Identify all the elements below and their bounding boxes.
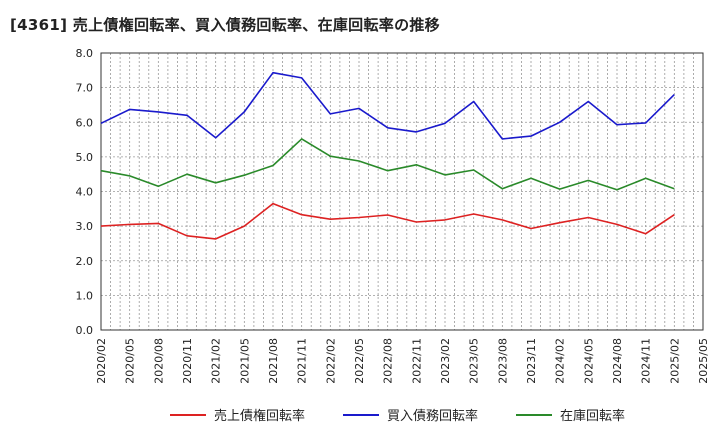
- x-tick-label: 2022/08: [382, 338, 395, 384]
- x-tick-label: 2023/11: [525, 338, 538, 384]
- x-tick-label: 2023/02: [439, 338, 452, 384]
- x-tick-label: 2024/08: [611, 338, 624, 384]
- x-tick-label: 2020/08: [152, 338, 165, 384]
- legend-label: 買入債務回転率: [387, 408, 478, 424]
- y-tick-label: 6.0: [76, 116, 94, 129]
- grid-lines: [100, 52, 704, 331]
- x-tick-label: 2021/02: [210, 338, 223, 384]
- series-line-1: [100, 202, 675, 240]
- series-line-2: [100, 71, 675, 140]
- y-tick-label: 5.0: [76, 151, 94, 164]
- y-axis-ticks: 0.0 1.0 2.0 3.0 4.0 5.0 6.0 7.0 8.0: [76, 47, 94, 337]
- x-tick-label: 2024/11: [640, 338, 653, 384]
- x-tick-label: 2020/05: [124, 338, 137, 384]
- x-tick-label: 2021/11: [296, 338, 309, 384]
- x-tick-label: 2023/08: [496, 338, 509, 384]
- x-tick-label: 2025/05: [697, 338, 710, 384]
- x-tick-label: 2023/05: [468, 338, 481, 384]
- y-tick-label: 2.0: [76, 255, 94, 268]
- x-tick-label: 2021/05: [238, 338, 251, 384]
- x-tick-label: 2022/11: [410, 338, 423, 384]
- x-tick-label: 2022/05: [353, 338, 366, 384]
- x-tick-label: 2025/02: [668, 338, 681, 384]
- series-line-3: [100, 138, 675, 191]
- plot-frame: [100, 52, 704, 331]
- x-axis-ticks: 2020/02 2020/05 2020/08 2020/11 2021/02 2021/…: [95, 338, 710, 384]
- y-tick-label: 1.0: [76, 289, 94, 302]
- x-tick-label: 2024/05: [582, 338, 595, 384]
- legend: 売上債権回転率 買入債務回転率 在庫回転率: [170, 408, 625, 424]
- y-tick-label: 0.0: [76, 324, 94, 337]
- chart-title: [4361] 売上債権回転率、買入債務回転率、在庫回転率の推移: [10, 16, 440, 34]
- y-tick-label: 4.0: [76, 186, 94, 199]
- x-tick-label: 2020/11: [181, 338, 194, 384]
- y-tick-label: 3.0: [76, 220, 94, 233]
- legend-label: 売上債権回転率: [214, 408, 305, 424]
- legend-label: 在庫回転率: [560, 408, 625, 424]
- x-tick-label: 2021/08: [267, 338, 280, 384]
- x-tick-label: 2020/02: [95, 338, 108, 384]
- y-tick-label: 7.0: [76, 82, 94, 95]
- x-tick-label: 2024/02: [554, 338, 567, 384]
- x-tick-label: 2022/02: [324, 338, 337, 384]
- series-lines: [100, 71, 675, 240]
- y-tick-label: 8.0: [76, 47, 94, 60]
